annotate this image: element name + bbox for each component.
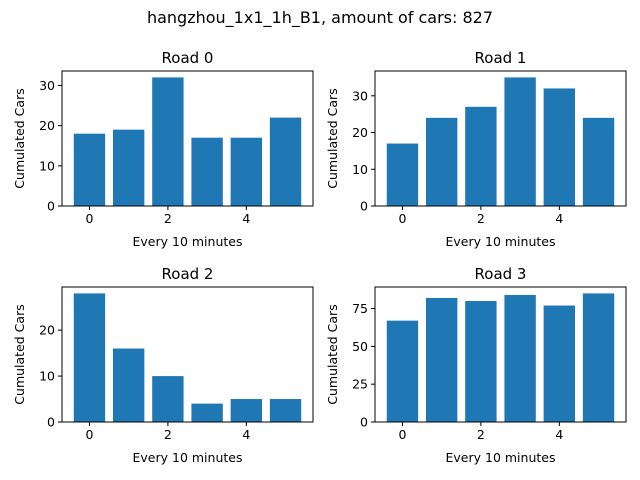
bar: [73, 293, 106, 422]
y-tick-label: 30: [352, 88, 368, 103]
bar: [504, 77, 536, 206]
y-tick-label: 10: [352, 162, 368, 177]
x-tick-label: 4: [242, 427, 250, 442]
bar: [152, 376, 184, 422]
y-tick-label: 10: [39, 369, 55, 384]
y-tick-label: 20: [352, 125, 368, 140]
y-tick-label: 20: [39, 118, 55, 133]
y-axis-label: Cumulated Cars: [12, 88, 27, 188]
y-tick-label: 20: [39, 323, 55, 338]
bar: [465, 106, 497, 206]
bar: [269, 117, 302, 206]
bar: [386, 320, 419, 422]
y-tick-label: 30: [39, 78, 55, 93]
x-tick-label: 0: [85, 211, 93, 226]
y-tick-label: 0: [360, 199, 368, 214]
y-tick-label: 10: [39, 158, 55, 173]
x-tick-label: 4: [555, 427, 563, 442]
subplot-title: Road 2: [162, 265, 214, 283]
y-tick-label: 0: [360, 415, 368, 430]
bar: [191, 137, 223, 206]
y-tick-label: 50: [352, 339, 368, 354]
subplot-title: Road 0: [162, 49, 214, 67]
x-tick-label: 4: [555, 211, 563, 226]
bar: [73, 133, 106, 206]
y-tick-label: 0: [47, 415, 55, 430]
bar: [230, 399, 263, 422]
bar: [504, 294, 536, 422]
axes-frame: [374, 70, 627, 207]
bar: [230, 137, 263, 206]
x-tick-label: 0: [398, 211, 406, 226]
x-tick-label: 0: [398, 427, 406, 442]
bar: [386, 143, 419, 206]
bar: [112, 129, 145, 206]
bar: [152, 77, 184, 206]
y-axis-label: Cumulated Cars: [325, 304, 340, 404]
y-axis-label: Cumulated Cars: [325, 88, 340, 188]
bar: [191, 403, 223, 422]
x-axis-label: Every 10 minutes: [446, 450, 556, 465]
x-tick-label: 2: [477, 427, 485, 442]
bar: [543, 305, 576, 422]
bar: [425, 117, 458, 206]
subplot-road-2: 0 2 4 0 10 20 Road 2 Every 10 minutes Cumulated …: [12, 265, 314, 465]
bar: [582, 293, 615, 422]
axes-frame: [61, 286, 314, 423]
y-tick-label: 0: [47, 199, 55, 214]
x-axis-label: Every 10 minutes: [446, 234, 556, 249]
x-tick-label: 2: [164, 211, 172, 226]
x-axis-label: Every 10 minutes: [133, 450, 243, 465]
bar: [112, 348, 145, 422]
bar: [543, 88, 576, 206]
x-axis-label: Every 10 minutes: [133, 234, 243, 249]
x-tick-label: 0: [85, 427, 93, 442]
y-tick-label: 75: [352, 301, 368, 316]
axes-frame: [374, 286, 627, 423]
y-tick-label: 25: [352, 377, 368, 392]
bar: [582, 117, 615, 206]
subplot-title: Road 3: [475, 265, 527, 283]
subplot-title: Road 1: [475, 49, 527, 67]
x-tick-label: 2: [477, 211, 485, 226]
y-axis-label: Cumulated Cars: [12, 304, 27, 404]
bar: [425, 297, 458, 422]
subplot-road-0: 0 2 4 0 10 20 30 Road 0 Every 10 minutes Cumulate…: [12, 49, 314, 249]
bar: [465, 300, 497, 422]
subplot-road-1: 0 2 4 0 10 20 30 Road 1 Every 10 minutes Cumulate…: [325, 49, 627, 249]
figure-suptitle: hangzhou_1x1_1h_B1, amount of cars: 827: [147, 8, 493, 28]
subplot-road-3: 0 2 4 0 25 50 75 Road 3 Every 10 minutes Cumulate…: [325, 265, 627, 465]
x-tick-label: 4: [242, 211, 250, 226]
x-tick-label: 2: [164, 427, 172, 442]
axes-frame: [61, 70, 314, 207]
bar: [269, 399, 302, 422]
